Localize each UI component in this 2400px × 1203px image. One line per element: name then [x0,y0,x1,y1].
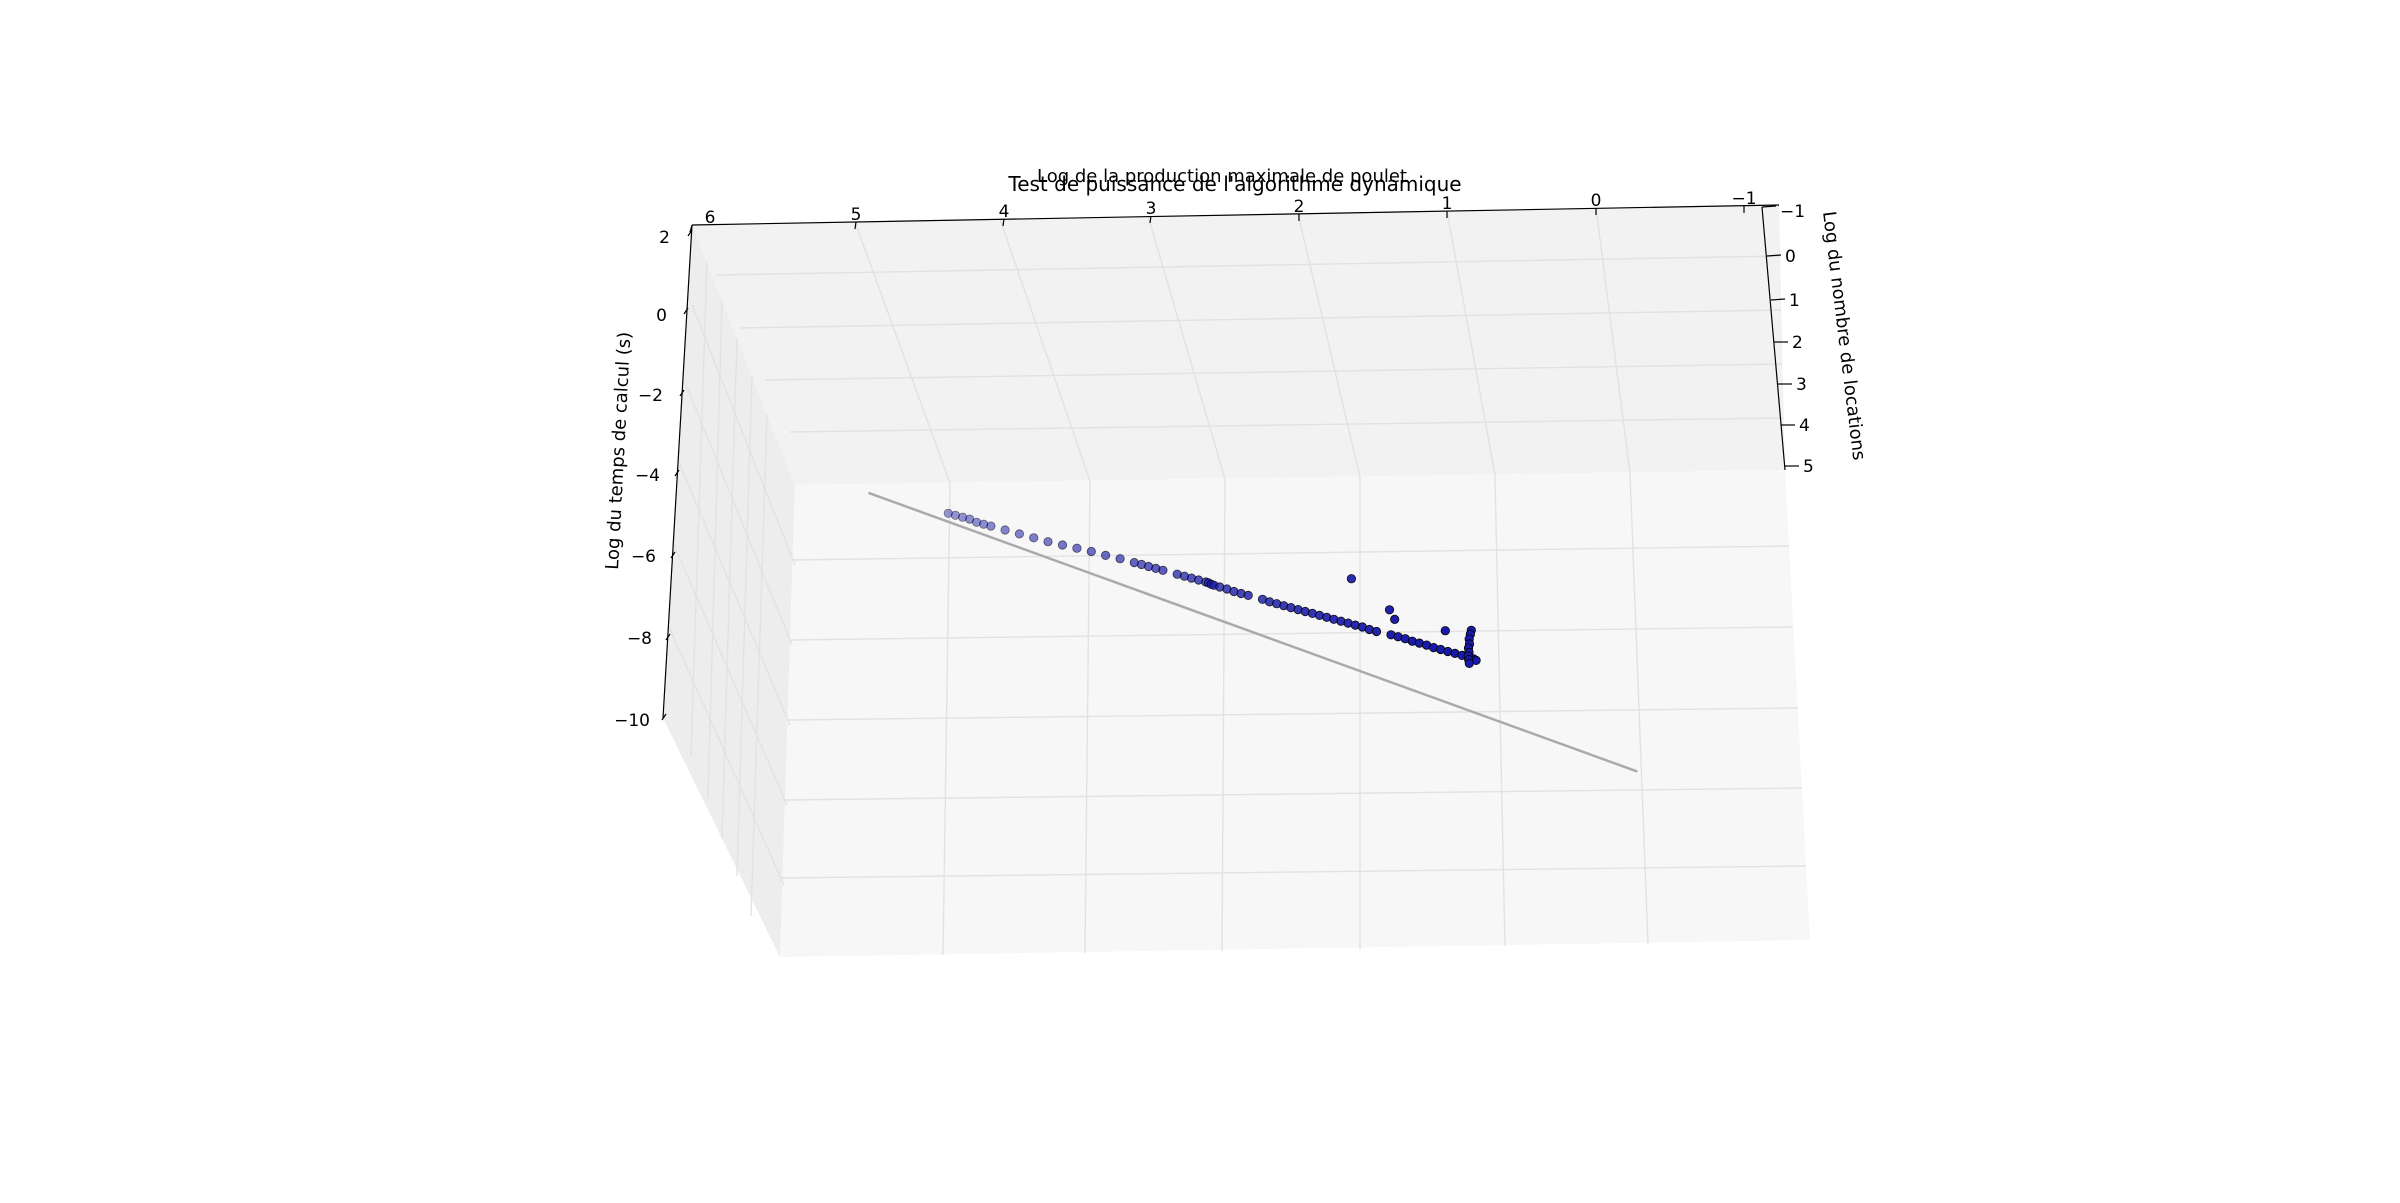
scatter-point [1072,543,1082,553]
x-tick-label: 3 [1146,199,1157,219]
scatter-point [1384,605,1395,615]
z-tick-label: −10 [614,711,650,731]
scatter-point [1029,533,1039,543]
fit-line [868,491,1638,773]
scatter-point [1346,574,1357,584]
x-tick-label: 2 [1294,197,1305,217]
y-axis-line [1761,206,1786,471]
z-tick-labels: 2 0 −2 −4 −6 −8 −10 [614,228,670,731]
y-axis-label: Log du nombre de locations [1818,210,1869,461]
scatter-point [1000,525,1010,535]
scatter-points [943,508,1481,669]
z-tick-label: −2 [638,386,663,406]
chart-title: Test de puissance de l'algorithme dynami… [1007,172,1461,196]
scatter-point [1390,614,1400,625]
x-tick-labels: 6 5 4 3 2 1 0 −1 [705,189,1757,228]
x-tick-label: 0 [1591,191,1602,211]
scatter-point [1371,626,1382,637]
tick-marks [661,205,1799,721]
y-tick-label: 5 [1803,457,1814,477]
x-tick-label: 1 [1442,194,1453,214]
y-tick-label: −1 [1780,202,1805,222]
scatter-point [1086,546,1096,557]
z-tick-label: 2 [659,228,670,248]
y-tick-labels: −1 0 1 2 3 4 5 [1780,202,1814,477]
scatter-point [965,514,975,524]
scatter-point [1101,550,1111,561]
x-tick-label: −1 [1731,189,1756,209]
z-tick-label: −8 [627,629,652,649]
scatter-point [943,508,953,518]
x-axis-label: Log de la production maximale de poulet [1037,166,1407,187]
scatter-point [1464,658,1474,669]
y-tick-label: 3 [1796,375,1807,395]
y-tick-label: 2 [1792,333,1803,353]
scatter-point [1115,554,1125,564]
x-tick-label: 4 [999,202,1010,222]
y-tick-label: 0 [1785,247,1796,267]
scatter-point [1440,626,1450,636]
z-tick-label: 0 [656,306,667,326]
scatter-point [1243,590,1253,601]
scatter-point [957,512,968,522]
y-tick-label: 1 [1789,291,1800,311]
x-tick-label: 6 [705,208,716,228]
back-pane [692,205,1785,485]
scatter-point [1043,537,1053,547]
scatter-point [1057,540,1068,550]
scatter-point [950,510,961,520]
scatter-point [1158,565,1168,575]
panes [663,205,1810,957]
y-tick-label: 4 [1799,416,1810,436]
z-tick-label: −6 [631,547,656,567]
scatter-point [971,517,982,527]
scatter-point [986,521,996,531]
gridlines [667,207,1807,956]
x-axis-line [691,204,1780,226]
z-tick-label: −4 [635,466,660,486]
x-tick-label: 5 [851,205,862,225]
z-axis-label: Log du temps de calcul (s) [602,331,635,570]
scatter-point [1014,529,1025,539]
